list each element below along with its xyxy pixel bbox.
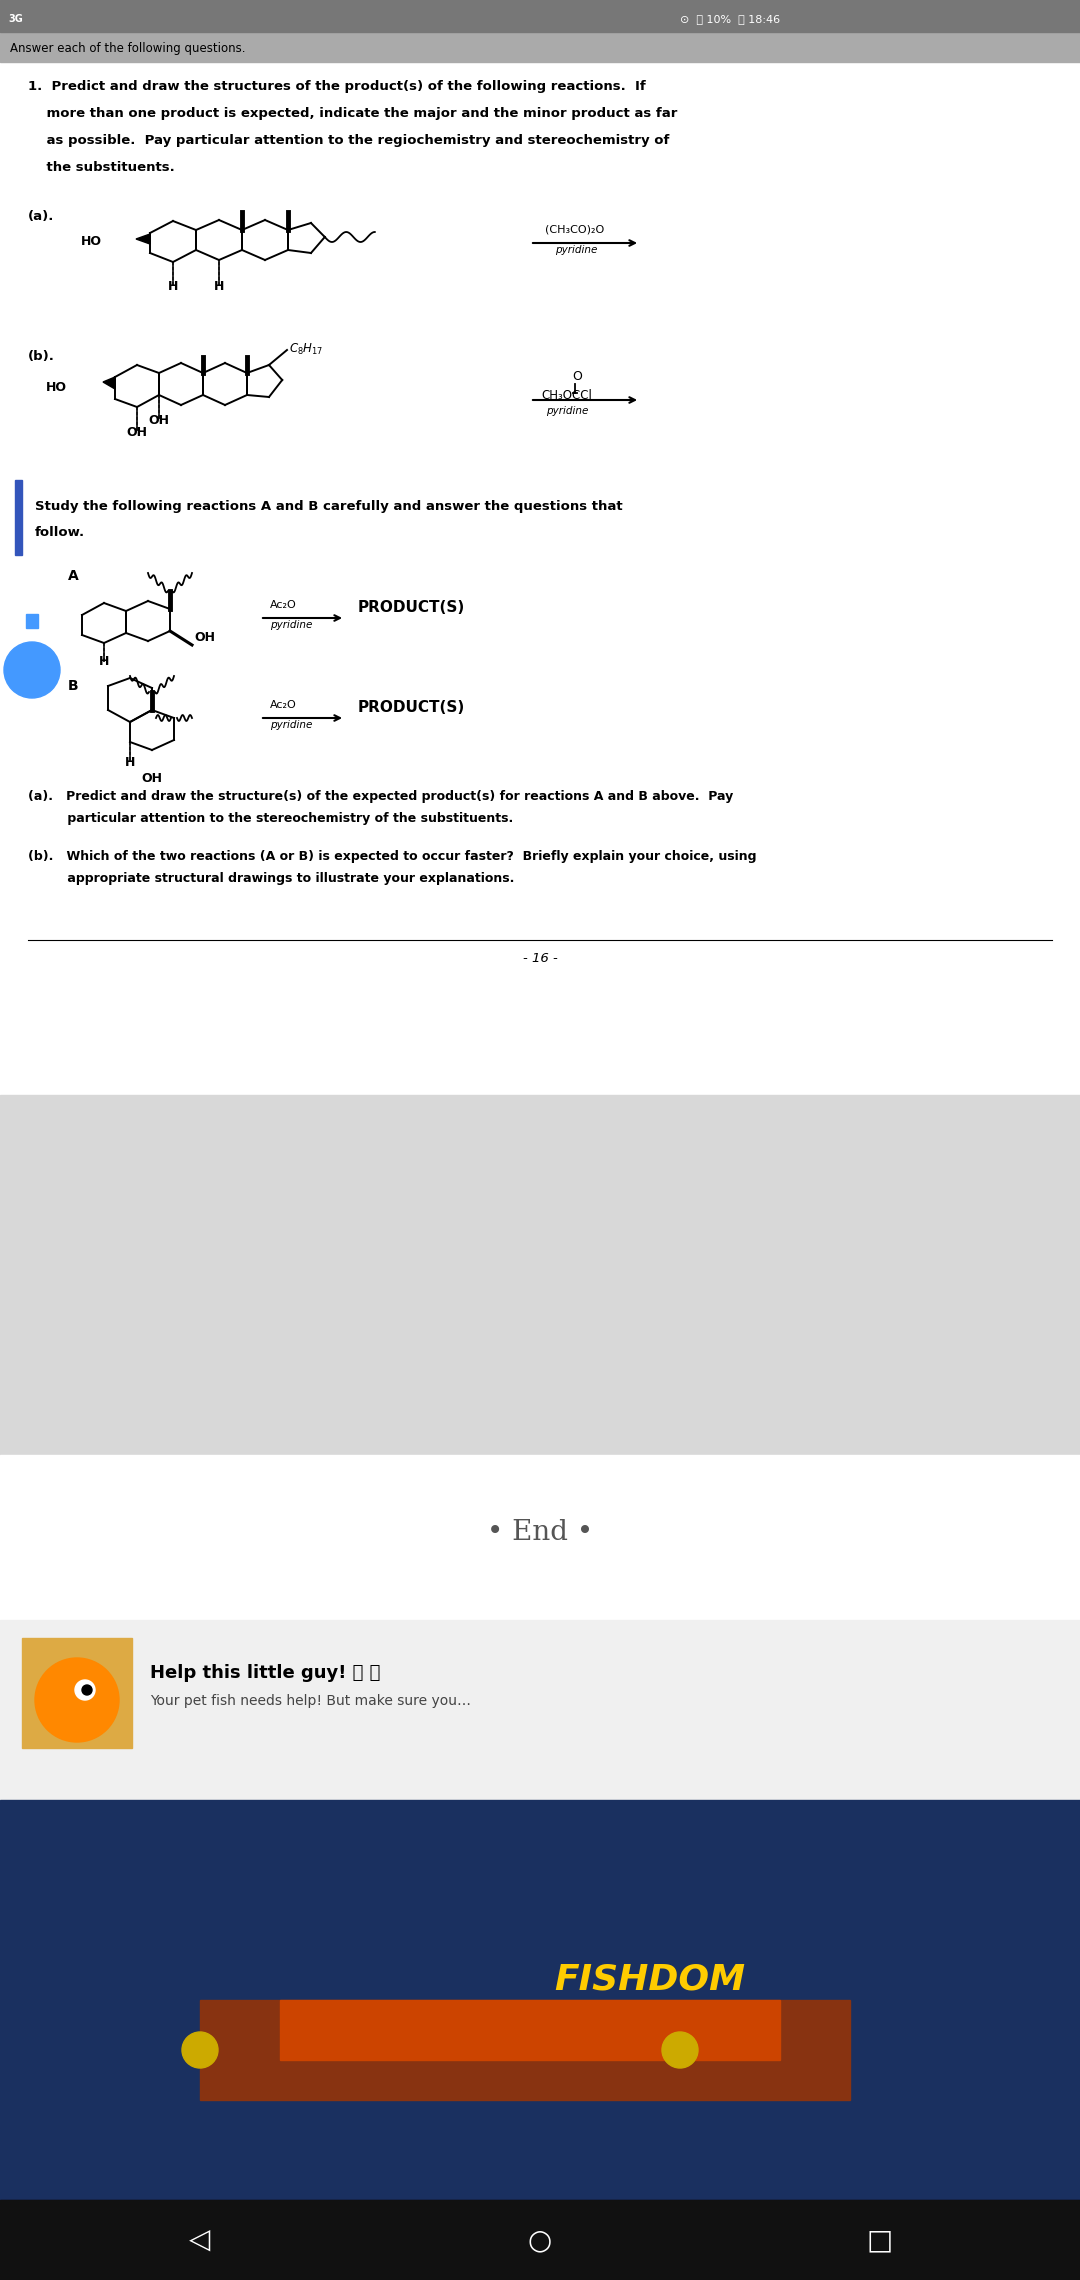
Text: OH: OH	[149, 415, 170, 426]
Text: - 16 -: - 16 -	[523, 953, 557, 964]
Text: 3G: 3G	[8, 14, 23, 25]
Text: PRODUCT(S): PRODUCT(S)	[357, 700, 465, 716]
Text: (b).   Which of the two reactions (A or B) is expected to occur faster?  Briefly: (b). Which of the two reactions (A or B)…	[28, 850, 756, 864]
Text: particular attention to the stereochemistry of the substituents.: particular attention to the stereochemis…	[28, 812, 513, 825]
Text: Ac₂O: Ac₂O	[270, 700, 297, 709]
Text: • End •: • End •	[487, 1518, 593, 1546]
Polygon shape	[136, 235, 150, 244]
Text: pyridine: pyridine	[270, 620, 312, 629]
Bar	[0, 1455, 1080, 1621]
Bar	[280, 2000, 780, 2061]
Text: OH: OH	[141, 773, 162, 784]
Text: Answer each of the following questions.: Answer each of the following questions.	[10, 41, 245, 55]
Polygon shape	[103, 376, 114, 390]
Text: B: B	[68, 679, 79, 693]
Text: CH₃OCCl: CH₃OCCl	[541, 390, 593, 401]
Bar	[0, 62, 1080, 1094]
Text: H: H	[167, 280, 178, 294]
Text: ⊙  ⬜ 10%  🔋 18:46: ⊙ ⬜ 10% 🔋 18:46	[680, 14, 780, 25]
Text: (a).   Predict and draw the structure(s) of the expected product(s) for reaction: (a). Predict and draw the structure(s) o…	[28, 789, 733, 803]
Text: 1.  Predict and draw the structures of the product(s) of the following reactions: 1. Predict and draw the structures of th…	[28, 80, 646, 93]
Text: OH: OH	[126, 426, 148, 440]
Text: FISHDOM: FISHDOM	[554, 1963, 745, 1997]
Bar	[0, 0, 1080, 62]
Bar	[15, 481, 22, 554]
Circle shape	[82, 1685, 92, 1694]
Circle shape	[183, 2031, 218, 2068]
Text: as possible.  Pay particular attention to the regiochemistry and stereochemistry: as possible. Pay particular attention to…	[28, 135, 670, 146]
Text: HO: HO	[46, 381, 67, 394]
Text: the substituents.: the substituents.	[28, 162, 175, 173]
Text: PRODUCT(S): PRODUCT(S)	[357, 600, 465, 616]
Text: □: □	[867, 2225, 893, 2255]
Bar	[22, 1637, 132, 1749]
Text: appropriate structural drawings to illustrate your explanations.: appropriate structural drawings to illus…	[28, 871, 514, 885]
Text: OH: OH	[194, 632, 215, 643]
Bar	[0, 2200, 1080, 2280]
Text: H: H	[98, 654, 109, 668]
Text: HO: HO	[81, 235, 102, 249]
Text: more than one product is expected, indicate the major and the minor product as f: more than one product is expected, indic…	[28, 107, 677, 121]
Bar	[0, 1799, 1080, 2200]
Bar	[26, 613, 38, 627]
Circle shape	[662, 2031, 698, 2068]
Text: (CH₃CO)₂O: (CH₃CO)₂O	[545, 226, 604, 235]
Bar	[200, 2000, 850, 2100]
Text: A: A	[68, 570, 79, 584]
Circle shape	[35, 1658, 119, 1742]
Text: $C_8H_{17}$: $C_8H_{17}$	[289, 342, 323, 358]
Bar	[0, 1621, 1080, 1799]
Text: pyridine: pyridine	[545, 406, 589, 415]
Text: H: H	[125, 757, 135, 768]
Text: Your pet fish needs help! But make sure you…: Your pet fish needs help! But make sure …	[150, 1694, 471, 1708]
Circle shape	[75, 1680, 95, 1701]
Text: ◁: ◁	[189, 2225, 211, 2255]
Text: Study the following reactions A and B carefully and answer the questions that: Study the following reactions A and B ca…	[35, 499, 623, 513]
Text: O: O	[572, 369, 582, 383]
Text: ○: ○	[528, 2225, 552, 2255]
Text: follow.: follow.	[35, 527, 85, 538]
Circle shape	[4, 643, 60, 698]
Text: (b).: (b).	[28, 351, 55, 363]
Bar	[0, 0, 1080, 32]
Bar	[0, 1094, 1080, 1455]
Text: pyridine: pyridine	[555, 244, 597, 255]
Text: Ac₂O: Ac₂O	[270, 600, 297, 611]
Text: pyridine: pyridine	[270, 720, 312, 730]
Text: Help this little guy! 🦀 🪨: Help this little guy! 🦀 🪨	[150, 1664, 380, 1683]
Text: H: H	[214, 280, 225, 294]
Text: (a).: (a).	[28, 210, 54, 223]
